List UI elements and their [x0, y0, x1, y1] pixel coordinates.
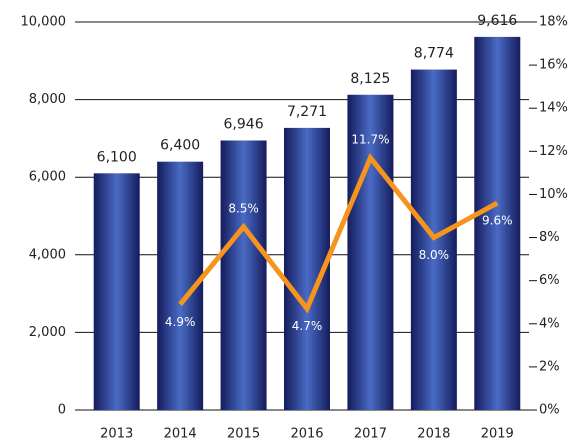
y-tick-label: 6,000: [29, 170, 66, 185]
line-value-label: 4.7%: [292, 319, 323, 333]
y2-tick-label: 0%: [539, 403, 560, 418]
bar-value-label: 9,616: [477, 13, 517, 29]
x-tick-label: 2019: [481, 427, 514, 442]
bar-value-label: 8,774: [414, 46, 454, 62]
y2-tick-label: 8%: [539, 230, 560, 245]
y-tick-label: 2,000: [29, 325, 66, 340]
x-tick-label: 2015: [227, 427, 260, 442]
line-value-label: 11.7%: [351, 132, 389, 146]
x-tick-label: 2018: [417, 427, 450, 442]
bar: [220, 140, 267, 411]
line-value-label: 4.9%: [165, 315, 196, 329]
y2-tick-label: 10%: [539, 187, 568, 202]
bar-value-label: 7,271: [287, 104, 327, 120]
line-value-label: 8.5%: [228, 201, 259, 215]
bar: [93, 173, 140, 410]
y-tick-label: 8,000: [29, 92, 66, 107]
bar-value-label: 8,125: [350, 71, 390, 87]
y2-tick-label: 4%: [539, 316, 560, 331]
x-tick-label: 2017: [354, 427, 387, 442]
y-tick-label: 0: [58, 403, 66, 418]
bar-value-label: 6,400: [160, 138, 200, 154]
y2-tick-label: 6%: [539, 273, 560, 288]
line-value-label: 9.6%: [482, 214, 513, 228]
line-value-label: 8.0%: [419, 248, 450, 262]
x-tick-label: 2013: [100, 427, 133, 442]
y2-tick-label: 16%: [539, 58, 568, 73]
y2-tick-label: 14%: [539, 101, 568, 116]
bar: [474, 36, 521, 410]
y2-tick-label: 12%: [539, 144, 568, 159]
x-tick-label: 2014: [164, 427, 197, 442]
x-tick-label: 2016: [290, 427, 323, 442]
bar: [347, 94, 394, 410]
bar-value-label: 6,946: [224, 116, 264, 132]
y2-tick-label: 2%: [539, 359, 560, 374]
line: [178, 152, 499, 314]
bar-value-label: 6,100: [97, 149, 137, 165]
y-tick-label: 4,000: [29, 247, 66, 262]
y2-tick-label: 18%: [539, 15, 568, 30]
y-tick-label: 10,000: [21, 15, 67, 30]
